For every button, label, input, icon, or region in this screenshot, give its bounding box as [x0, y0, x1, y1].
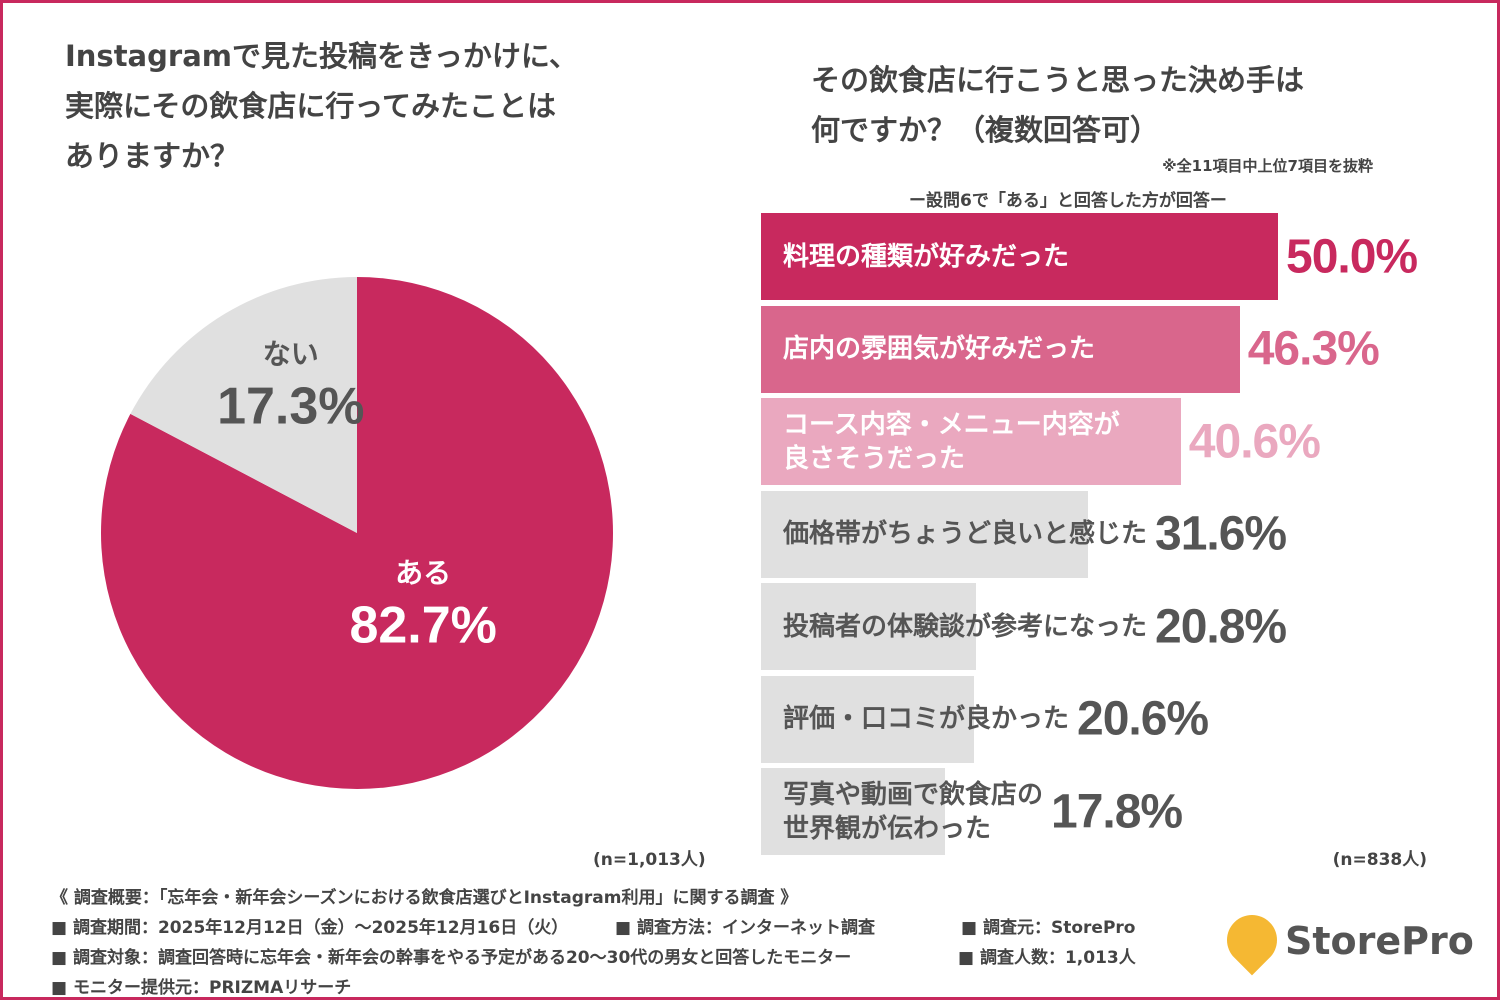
bar	[761, 213, 1278, 300]
pie-title: Instagramで見た投稿をきっかけに、 実際にその飲食店に行ってみたことは …	[65, 39, 578, 173]
value-label: 31.6%	[1155, 507, 1287, 561]
bar-label: コース内容・メニュー内容が 良さそうだった	[783, 409, 1120, 474]
slice-value: 82.7%	[349, 597, 496, 655]
footer-heading: 《 調査概要：「忘年会・新年会シーズンにおける飲食店選びとInstagram利用…	[51, 888, 798, 908]
slice-category: ある	[395, 558, 451, 589]
bar	[761, 490, 1088, 578]
bar-subtitle: ー設問6で「ある」と回答した方が回答ー	[909, 191, 1227, 211]
pie-slice	[130, 277, 357, 533]
footer-item: ■ 調査人数：1,013人	[958, 948, 1136, 968]
footer-item: ■ 調査方法：インターネット調査	[615, 918, 875, 938]
bar-note: (n=838人)	[1332, 850, 1427, 870]
logo-text: StorePro	[1285, 919, 1474, 963]
value-label: 40.6%	[1188, 415, 1321, 468]
logo-icon	[1216, 904, 1288, 976]
bar	[761, 675, 974, 763]
footer-item: ■ 調査期間：2025年12月12日（金）～2025年12月16日（火）	[51, 918, 569, 938]
value-label: 20.6%	[1077, 692, 1209, 746]
pie-chart: ある 82.7% ない 17.3%	[100, 277, 613, 789]
pie-slice	[100, 277, 613, 789]
bar-label: 料理の種類が好みだった	[783, 241, 1070, 272]
value-label: 50.0%	[1286, 230, 1418, 283]
bar	[761, 305, 1240, 393]
value-label: 46.3%	[1247, 322, 1380, 376]
bar	[761, 768, 946, 855]
bar-annotation: ※全11項目中上位7項目を抜粋	[1162, 157, 1373, 175]
bar-label: 写真や動画で飲食店の 世界観が伝わった	[783, 779, 1044, 844]
bar-label: 評価・口コミが良かった	[783, 704, 1070, 734]
bar-label: 投稿者の体験談が参考になった	[783, 611, 1148, 642]
footer-item: ■ 調査元：StorePro	[961, 918, 1136, 938]
slice-value: 17.3%	[217, 377, 364, 435]
footer-item: ■ モニター提供元：PRIZMAリサーチ	[51, 978, 352, 998]
footer-item: ■ 調査対象：調査回答時に忘年会・新年会の幹事をやる予定がある20～30代の男女…	[51, 948, 852, 968]
pie-note: (n=1,013人)	[593, 850, 706, 870]
bar	[761, 583, 977, 670]
value-label: 17.8%	[1051, 785, 1183, 838]
bar-label: 価格帯がちょうど良いと感じた	[783, 519, 1148, 549]
bar-label: 店内の雰囲気が好みだった	[783, 334, 1096, 364]
bar	[761, 398, 1181, 485]
bar-title: その飲食店に行こうと思った決め手は 何ですか？（複数回答可）	[811, 63, 1305, 147]
slice-category: ない	[263, 338, 319, 369]
value-label: 20.8%	[1155, 600, 1287, 653]
